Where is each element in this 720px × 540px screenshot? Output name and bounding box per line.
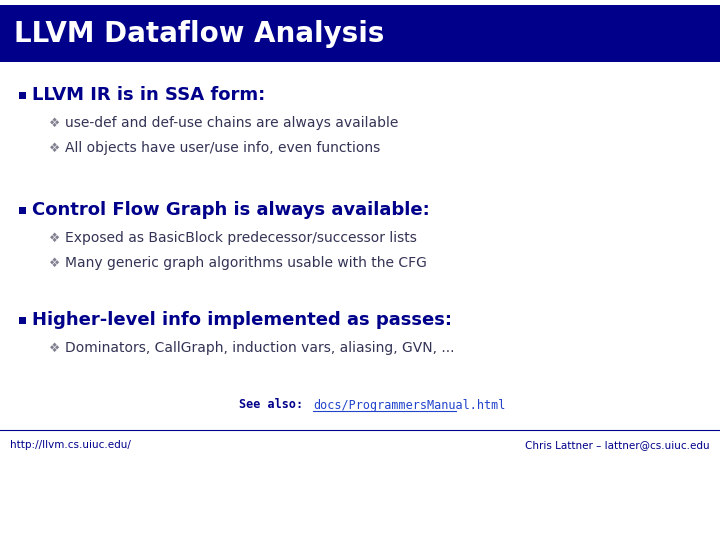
- Text: Control Flow Graph is always available:: Control Flow Graph is always available:: [32, 201, 430, 219]
- Text: ❖: ❖: [50, 141, 60, 154]
- Text: All objects have user/use info, even functions: All objects have user/use info, even fun…: [65, 141, 380, 155]
- Text: Higher-level info implemented as passes:: Higher-level info implemented as passes:: [32, 311, 452, 329]
- Text: http://llvm.cs.uiuc.edu/: http://llvm.cs.uiuc.edu/: [10, 440, 131, 450]
- Text: use-def and def-use chains are always available: use-def and def-use chains are always av…: [65, 116, 398, 130]
- Text: ❖: ❖: [50, 232, 60, 245]
- Text: LLVM IR is in SSA form:: LLVM IR is in SSA form:: [32, 86, 265, 104]
- FancyBboxPatch shape: [19, 316, 25, 323]
- FancyBboxPatch shape: [19, 91, 25, 98]
- Text: LLVM Dataflow Analysis: LLVM Dataflow Analysis: [14, 19, 384, 48]
- Text: ❖: ❖: [50, 256, 60, 269]
- Text: ❖: ❖: [50, 341, 60, 354]
- Text: ❖: ❖: [50, 117, 60, 130]
- FancyBboxPatch shape: [19, 206, 25, 213]
- Text: See also:: See also:: [239, 399, 310, 411]
- Text: Exposed as BasicBlock predecessor/successor lists: Exposed as BasicBlock predecessor/succes…: [65, 231, 417, 245]
- Text: Dominators, CallGraph, induction vars, aliasing, GVN, ...: Dominators, CallGraph, induction vars, a…: [65, 341, 454, 355]
- Text: Many generic graph algorithms usable with the CFG: Many generic graph algorithms usable wit…: [65, 256, 427, 270]
- Text: docs/ProgrammersManual.html: docs/ProgrammersManual.html: [313, 399, 505, 411]
- FancyBboxPatch shape: [0, 5, 720, 62]
- Text: Chris Lattner – lattner@cs.uiuc.edu: Chris Lattner – lattner@cs.uiuc.edu: [526, 440, 710, 450]
